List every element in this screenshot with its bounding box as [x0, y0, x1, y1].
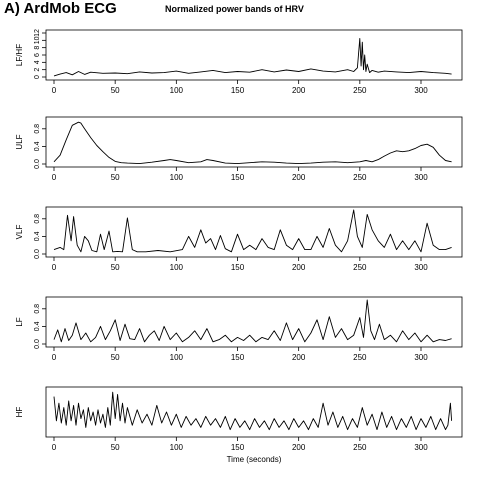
x-tick-label-4-6: 300 [414, 443, 428, 452]
x-tick-label-0-5: 250 [353, 86, 367, 95]
x-tick-label-0-6: 300 [414, 86, 428, 95]
y-tick-label-0-2: 4 [34, 60, 41, 64]
x-tick-label-3-1: 50 [111, 353, 120, 362]
y-axis-label-2: VLF [15, 225, 24, 240]
y-tick-label-2-1: 0.4 [34, 231, 41, 241]
x-tick-label-3-4: 200 [292, 353, 306, 362]
series-line-2-0 [53, 209, 452, 253]
series-line-4-0 [53, 391, 453, 431]
y-tick-label-2-2: 0.8 [34, 214, 41, 224]
y-tick-label-2-0: 0.0 [34, 249, 41, 259]
x-tick-label-1-4: 200 [292, 173, 306, 182]
x-tick-label-4-5: 250 [353, 443, 367, 452]
y-tick-label-0-4: 8 [34, 46, 41, 50]
panel-frame-3 [45, 296, 463, 348]
y-tick-label-0-0: 0 [34, 75, 41, 79]
x-tick-label-1-6: 300 [414, 173, 428, 182]
x-tick-label-3-3: 150 [231, 353, 245, 362]
figure-title: Normalized power bands of HRV [165, 4, 304, 14]
x-tick-label-1-1: 50 [111, 173, 120, 182]
series-line-1-0 [53, 121, 452, 165]
y-axis-label-1: ULF [15, 134, 24, 149]
y-axis-label-3: LF [15, 317, 24, 326]
x-tick-label-2-6: 300 [414, 263, 428, 272]
y-tick-label-0-5: 10 [34, 36, 41, 44]
x-tick-label-2-2: 100 [170, 263, 184, 272]
x-tick-label-4-0: 0 [52, 443, 57, 452]
series-line-0-0 [53, 38, 452, 77]
y-axis-label-4: HF [15, 407, 24, 418]
y-tick-label-3-1: 0.4 [34, 321, 41, 331]
x-tick-label-2-4: 200 [292, 263, 306, 272]
y-tick-label-1-1: 0.4 [34, 141, 41, 151]
x-tick-label-0-3: 150 [231, 86, 245, 95]
y-axis-label-0: LF/HF [15, 44, 24, 66]
figure-label: A) ArdMob ECG [4, 0, 117, 17]
x-tick-label-3-0: 0 [52, 353, 57, 362]
x-tick-label-0-0: 0 [52, 86, 57, 95]
y-tick-label-1-2: 0.8 [34, 124, 41, 134]
panel-frame-1 [45, 116, 463, 168]
x-tick-label-2-1: 50 [111, 263, 120, 272]
x-tick-label-0-1: 50 [111, 86, 120, 95]
y-tick-label-1-0: 0.0 [34, 159, 41, 169]
y-tick-label-0-3: 6 [34, 53, 41, 57]
x-tick-label-0-2: 100 [170, 86, 184, 95]
y-tick-label-0-6: 12 [34, 29, 41, 37]
x-tick-label-2-3: 150 [231, 263, 245, 272]
x-tick-label-1-0: 0 [52, 173, 57, 182]
x-tick-label-4-3: 150 [231, 443, 245, 452]
x-tick-label-2-5: 250 [353, 263, 367, 272]
x-tick-label-0-4: 200 [292, 86, 306, 95]
y-tick-label-3-2: 0.8 [34, 304, 41, 314]
x-tick-label-1-5: 250 [353, 173, 367, 182]
x-tick-label-4-4: 200 [292, 443, 306, 452]
x-tick-label-2-0: 0 [52, 263, 57, 272]
x-tick-label-1-3: 150 [231, 173, 245, 182]
x-tick-label-3-6: 300 [414, 353, 428, 362]
x-tick-label-3-2: 100 [170, 353, 184, 362]
x-tick-label-4-2: 100 [170, 443, 184, 452]
panel-frame-4 [45, 386, 463, 438]
x-tick-label-3-5: 250 [353, 353, 367, 362]
y-tick-label-0-1: 2 [34, 68, 41, 72]
panel-frame-2 [45, 206, 463, 258]
x-tick-label-4-1: 50 [111, 443, 120, 452]
x-axis-label-4: Time (seconds) [227, 455, 282, 464]
y-tick-label-3-0: 0.0 [34, 339, 41, 349]
x-tick-label-1-2: 100 [170, 173, 184, 182]
series-line-3-0 [53, 299, 452, 343]
